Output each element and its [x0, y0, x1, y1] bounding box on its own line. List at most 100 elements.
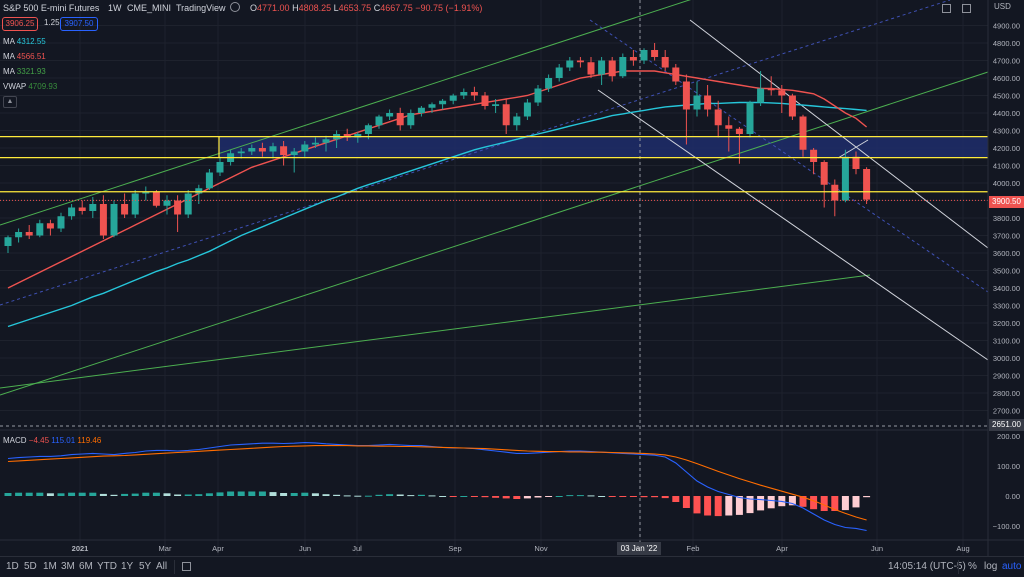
macd-histogram-bar: [852, 496, 860, 508]
candle-body: [799, 116, 807, 150]
price-tick-label: 4400.00: [993, 109, 1020, 118]
candle: [449, 93, 457, 105]
log-toggle[interactable]: log: [984, 561, 998, 572]
macd-histogram-bar: [534, 496, 542, 498]
candle-body: [417, 107, 425, 113]
interval[interactable]: 1W: [108, 3, 122, 13]
macd-histogram-bar: [322, 494, 330, 496]
symbol-name[interactable]: S&P 500 E-mini Futures: [3, 3, 100, 13]
legend-name: MA: [3, 37, 15, 46]
macd-histogram-bar: [258, 491, 266, 496]
trendline: [0, 274, 871, 389]
legend-item[interactable]: VWAP 4709.93: [3, 79, 57, 94]
candle-body: [280, 146, 288, 155]
buy-button[interactable]: 3907.50: [60, 17, 98, 31]
candle: [46, 219, 54, 236]
timeframe-1m[interactable]: 1M: [43, 561, 57, 572]
macd-histogram-bar: [4, 493, 12, 496]
sell-button[interactable]: 3906.25: [2, 17, 38, 31]
clock[interactable]: 14:05:14 (UTC-5): [888, 561, 966, 572]
macd-histogram-bar: [227, 491, 235, 496]
currency-selector[interactable]: USD: [994, 2, 1011, 11]
timeframe-6m[interactable]: 6M: [79, 561, 93, 572]
candle-body: [576, 60, 584, 63]
macd-histogram-bar: [205, 493, 213, 496]
macd-histogram-bar: [343, 495, 351, 497]
time-axis: 2021 Mar Apr Jun Jul Sep Nov Feb Apr Jun Aug: [0, 539, 1024, 553]
candle: [651, 43, 659, 61]
candle: [841, 149, 849, 203]
collapse-legend-icon[interactable]: ▲: [3, 96, 17, 108]
candle: [68, 204, 76, 220]
data-source: TradingView: [176, 3, 226, 13]
macd-histogram-bar: [735, 496, 743, 515]
candle: [545, 74, 553, 92]
candle-body: [386, 113, 394, 117]
candle: [693, 81, 701, 117]
legend-value: 3321.93: [16, 67, 46, 76]
calendar-icon[interactable]: [182, 562, 191, 571]
candle: [174, 195, 182, 232]
timeframe-all[interactable]: All: [156, 561, 168, 572]
macd-histogram-bar: [810, 496, 818, 510]
candle-body: [640, 50, 648, 61]
candle-body: [396, 113, 404, 126]
timeframe-ytd[interactable]: YTD: [97, 561, 117, 572]
visibility-icon[interactable]: [230, 2, 240, 12]
macd-label: MACD: [3, 436, 27, 445]
candle-body: [810, 149, 818, 162]
candle: [863, 167, 871, 204]
macd-histogram-bar: [174, 494, 182, 496]
price-tick-label: 2900.00: [993, 372, 1020, 381]
candle-body: [269, 146, 277, 152]
macd-histogram-bar: [460, 496, 468, 497]
macd-histogram-bar: [502, 496, 510, 499]
candle: [152, 190, 160, 208]
trendline: [597, 89, 989, 361]
legend-item[interactable]: MA 3321.93: [3, 64, 57, 79]
fullscreen-icon[interactable]: [962, 4, 971, 13]
candle-body: [36, 223, 44, 236]
price-tick-label: 3700.00: [993, 232, 1020, 241]
candle-body: [523, 102, 531, 117]
candle: [778, 85, 786, 113]
timeframe-3m[interactable]: 3M: [61, 561, 75, 572]
time-tick-label: Apr: [776, 544, 788, 553]
candle-body: [460, 92, 468, 96]
candle: [36, 219, 44, 238]
legend-name: MA: [3, 67, 15, 76]
price-tick-label: 4100.00: [993, 162, 1020, 171]
timeframe-1d[interactable]: 1D: [6, 561, 19, 572]
macd-histogram-bar: [629, 496, 637, 497]
candle: [502, 99, 510, 134]
candle-body: [343, 134, 351, 138]
macd-histogram-bar: [89, 492, 97, 496]
percent-toggle[interactable]: %: [968, 561, 977, 572]
candle: [428, 102, 436, 113]
macd-histogram-bar: [545, 496, 553, 497]
candle: [89, 197, 97, 218]
candle: [598, 57, 606, 85]
macd-histogram-bar: [237, 491, 245, 496]
auto-toggle[interactable]: auto: [1002, 561, 1022, 572]
candle: [629, 50, 637, 66]
timeframe-1y[interactable]: 1Y: [121, 561, 134, 572]
close-value: 4667.75: [380, 3, 413, 13]
price-tick-label: 4200.00: [993, 144, 1020, 153]
legend-name: VWAP: [3, 82, 27, 91]
timeframe-5y[interactable]: 5Y: [139, 561, 152, 572]
price-tick-label: 2800.00: [993, 389, 1020, 398]
macd-histogram-bar: [68, 492, 76, 496]
timeframe-5d[interactable]: 5D: [24, 561, 37, 572]
legend-item[interactable]: MA 4566.51: [3, 49, 57, 64]
macd-histogram-bar: [725, 496, 733, 516]
candle: [248, 144, 256, 155]
legend-item[interactable]: MA 4312.55: [3, 34, 57, 49]
macd-histogram-bar: [15, 492, 23, 496]
macd-histogram-bar: [619, 496, 627, 497]
trendline: [0, 0, 951, 306]
macd-histogram-bar: [788, 496, 796, 506]
alert-icon[interactable]: [942, 4, 951, 13]
candle-body: [258, 148, 266, 152]
